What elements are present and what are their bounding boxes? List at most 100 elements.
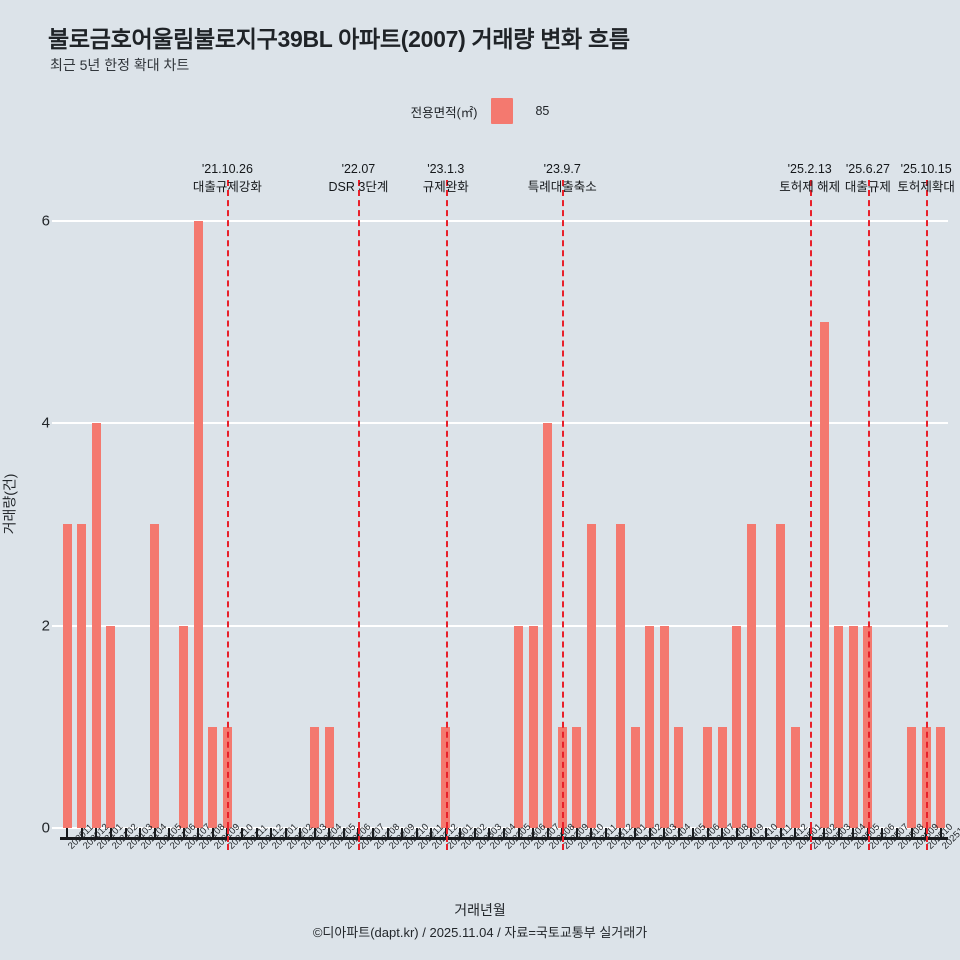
x-tick-202411 — [765, 828, 768, 839]
chart-plot-area — [60, 180, 948, 829]
bar-202503[interactable] — [819, 321, 829, 828]
x-tick-202308 — [546, 828, 549, 839]
event-line-202301 — [445, 180, 448, 828]
x-tick-202408 — [721, 828, 724, 839]
event-line-tail-202309 — [562, 828, 565, 850]
page-title: 불로금호어울림불로지구39BL 아파트(2007) 거래량 변화 흐름 — [48, 26, 630, 52]
bar-202105[interactable] — [150, 524, 160, 828]
event-annotation-202510: '25.10.15 토허제확대 — [897, 160, 955, 196]
x-tick-202201 — [270, 828, 273, 839]
y-tick-label-0: 0 — [41, 819, 50, 837]
bar-202301[interactable] — [441, 726, 451, 828]
x-tick-202205 — [328, 828, 331, 839]
bar-202505[interactable] — [848, 625, 858, 828]
legend-label-85: 85 — [535, 104, 550, 118]
x-tick-202404 — [663, 828, 666, 839]
bar-202408[interactable] — [717, 726, 727, 828]
bar-202511[interactable] — [936, 726, 946, 828]
bar-202205[interactable] — [324, 726, 334, 828]
x-tick-202202 — [284, 828, 287, 839]
x-tick-202104 — [139, 828, 142, 839]
x-tick-202204 — [313, 828, 316, 839]
bar-202504[interactable] — [834, 625, 844, 828]
bar-202311[interactable] — [586, 524, 596, 828]
x-tick-202409 — [735, 828, 738, 839]
bar-202012[interactable] — [77, 524, 87, 828]
event-text-202506: 대출규제 — [844, 180, 891, 195]
x-axis-title: 거래년월 — [454, 902, 506, 918]
bar-202108[interactable] — [193, 220, 203, 828]
event-text-202207: DSR 3단계 — [328, 180, 389, 195]
legend-swatch-85[interactable] — [491, 98, 514, 124]
bar-202510[interactable] — [921, 726, 931, 828]
event-line-tail-202510 — [926, 828, 929, 850]
gridline-6 — [60, 219, 948, 222]
bar-202501[interactable] — [790, 726, 800, 828]
bar-202412[interactable] — [776, 524, 786, 828]
x-tick-202509 — [910, 828, 913, 839]
x-tick-202507 — [881, 828, 884, 839]
x-tick-202310 — [575, 828, 578, 839]
bar-202309[interactable] — [557, 726, 567, 828]
x-tick-202101 — [95, 828, 98, 839]
bar-202509[interactable] — [907, 726, 917, 828]
y-tick-mark-4 — [52, 422, 60, 424]
event-text-202301: 규제완화 — [422, 180, 469, 195]
x-tick-202210 — [401, 828, 404, 839]
x-tick-202412 — [779, 828, 782, 839]
event-line-202502 — [809, 180, 812, 828]
bar-202506[interactable] — [863, 625, 873, 828]
x-tick-202112 — [255, 828, 258, 839]
bar-202306[interactable] — [514, 625, 524, 828]
x-tick-202405 — [677, 828, 680, 839]
event-annotation-202506: '25.6.27 대출규제 — [845, 160, 891, 196]
x-tick-202105 — [153, 828, 156, 839]
x-tick-202511 — [939, 828, 942, 839]
x-tick-202203 — [299, 828, 302, 839]
event-text-202510: 토허제확대 — [897, 180, 955, 195]
bar-202401[interactable] — [615, 524, 625, 828]
bar-202405[interactable] — [674, 726, 684, 828]
y-axis: 0 2 4 6 — [0, 180, 60, 837]
bar-202102[interactable] — [106, 625, 116, 828]
event-line-tail-202110 — [227, 828, 230, 850]
event-annotation-202309: '23.9.7 특례대출축소 — [528, 160, 597, 196]
x-tick-202211 — [415, 828, 418, 839]
x-tick-202011 — [66, 828, 69, 839]
right-edge-mask — [948, 0, 960, 960]
x-tick-202508 — [896, 828, 899, 839]
bar-202011[interactable] — [62, 524, 72, 828]
x-tick-202304 — [488, 828, 491, 839]
bar-202409[interactable] — [732, 625, 742, 828]
x-tick-202312 — [604, 828, 607, 839]
bar-202204[interactable] — [310, 726, 320, 828]
x-tick-202109 — [211, 828, 214, 839]
x-tick-202209 — [386, 828, 389, 839]
bar-202403[interactable] — [645, 625, 655, 828]
event-date-202506: '25.6.27 — [845, 162, 890, 176]
legend-title: 전용면적(㎡) — [410, 105, 478, 120]
x-tick-202501 — [794, 828, 797, 839]
x-tick-202302 — [459, 828, 462, 839]
event-line-202207 — [358, 180, 361, 828]
event-line-202110 — [227, 180, 230, 828]
event-date-202510: '25.10.15 — [900, 162, 952, 176]
bar-202101[interactable] — [91, 423, 101, 828]
event-annotation-202110: '21.10.26 대출규제강화 — [193, 160, 262, 196]
x-tick-202012 — [80, 828, 83, 839]
x-tick-202212 — [430, 828, 433, 839]
bar-202402[interactable] — [630, 726, 640, 828]
event-date-202207: '22.07 — [341, 162, 376, 176]
bar-202107[interactable] — [179, 625, 189, 828]
bar-202310[interactable] — [572, 726, 582, 828]
event-annotation-202502: '25.2.13 토허제 해제 — [779, 160, 840, 196]
bar-202404[interactable] — [659, 625, 669, 828]
bar-202407[interactable] — [703, 726, 713, 828]
x-tick-202505 — [852, 828, 855, 839]
bar-202308[interactable] — [543, 423, 553, 828]
x-tick-202307 — [532, 828, 535, 839]
bar-202410[interactable] — [746, 524, 756, 828]
bar-202110[interactable] — [222, 726, 232, 828]
bar-202109[interactable] — [208, 726, 218, 828]
bar-202307[interactable] — [528, 625, 538, 828]
